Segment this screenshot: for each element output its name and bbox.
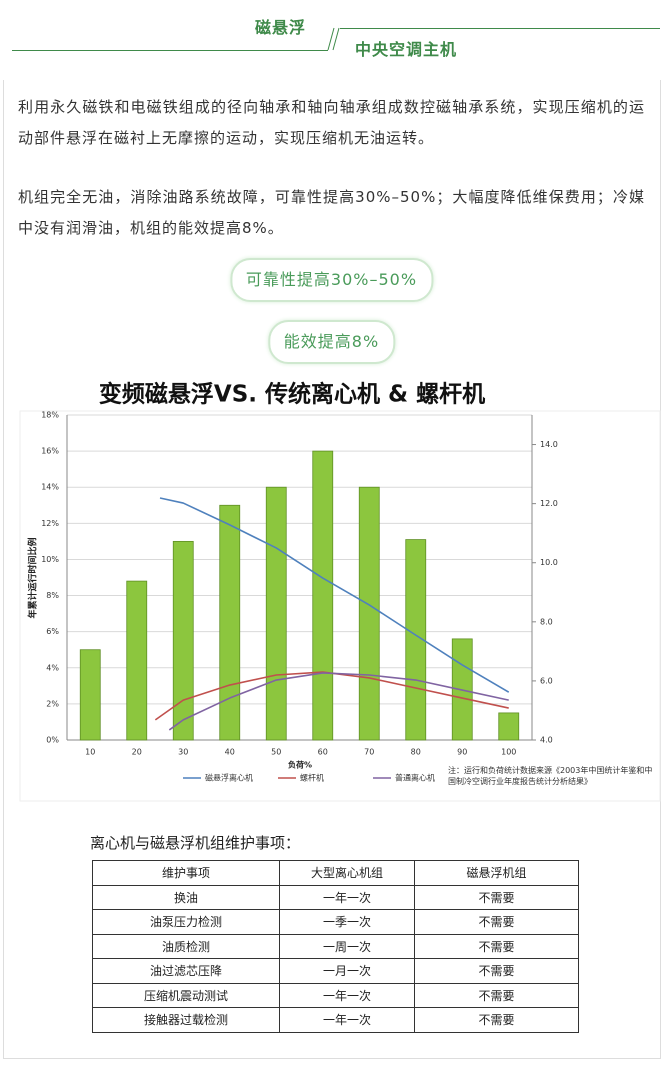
bar xyxy=(358,486,380,741)
header-cell: 大型离心机组 xyxy=(279,860,415,886)
table-cell: 压缩机震动测试 xyxy=(92,982,280,1008)
line xyxy=(168,672,509,731)
x-tick-label: 80 xyxy=(411,748,421,757)
table-cell: 一季一次 xyxy=(279,909,415,935)
table-cell: 不需要 xyxy=(414,982,579,1008)
bar xyxy=(126,580,148,741)
table-cell: 一年一次 xyxy=(279,884,415,910)
paragraph: 机组完全无油，消除油路系统故障，可靠性提高30%–50%；大幅度降低维保费用；冷… xyxy=(18,188,645,237)
table-row: 压缩机震动测试 一年一次 不需要 xyxy=(92,982,579,1008)
legend-label: 磁悬浮离心机 xyxy=(205,773,253,783)
x-tick-label: 100 xyxy=(501,748,516,757)
table-cell: 不需要 xyxy=(414,909,579,935)
bar xyxy=(498,712,520,741)
y2-tick-label: 10.0 xyxy=(540,558,558,567)
badge: 能效提高8% xyxy=(267,320,396,364)
table-cell: 接触器过载检测 xyxy=(92,1007,280,1033)
bar xyxy=(312,450,334,741)
table-cell: 一周一次 xyxy=(279,933,415,959)
rule xyxy=(12,50,328,51)
slash-marks xyxy=(327,27,340,51)
table-cell: 油过滤芯压降 xyxy=(92,958,280,984)
table-cell: 换油 xyxy=(92,884,280,910)
y-tick-label: 18% xyxy=(41,411,59,420)
chart-frame xyxy=(19,410,661,802)
paragraph: 利用永久磁铁和电磁铁组成的径向轴承和轴向轴承组成数控磁轴承系统，实现压缩机的运动… xyxy=(18,98,645,147)
table-title: 离心机与磁悬浮机组维护事项： xyxy=(90,834,301,852)
y-tick-label: 4% xyxy=(46,663,59,672)
tag-right: 中央空调主机 xyxy=(355,40,458,59)
rule xyxy=(340,28,660,29)
y-tick-label: 0% xyxy=(46,736,59,745)
legend-label: 螺杆机 xyxy=(300,773,324,783)
bar xyxy=(79,649,101,741)
y-tick-label: 8% xyxy=(46,591,59,600)
x-tick-label: 50 xyxy=(271,748,281,757)
table-cell: 不需要 xyxy=(414,1007,579,1033)
chart-title: 变频磁悬浮VS. 传统离心机 & 螺杆机 xyxy=(99,381,485,408)
x-tick-label: 10 xyxy=(85,748,95,757)
legend-label: 普通离心机 xyxy=(395,773,435,783)
y-tick-label: 10% xyxy=(41,555,59,564)
table-row: 油质检测 一周一次 不需要 xyxy=(92,933,579,959)
x-tick-label: 40 xyxy=(225,748,235,757)
y2-tick-label: 4.0 xyxy=(540,736,553,745)
badge: 可靠性提高30%–50% xyxy=(229,258,434,302)
y-tick-label: 16% xyxy=(41,447,59,456)
table-row: 油过滤芯压降 一月一次 不需要 xyxy=(92,958,579,984)
x-tick-label: 20 xyxy=(132,748,142,757)
line xyxy=(154,671,509,721)
x-tick-label: 70 xyxy=(364,748,374,757)
y2-tick-label: 6.0 xyxy=(540,676,553,685)
table-cell: 一年一次 xyxy=(279,982,415,1008)
y-axis-label: 年累计运行时间比例 xyxy=(27,537,39,618)
bar xyxy=(172,540,194,741)
y-tick-label: 6% xyxy=(46,627,59,636)
table-cell: 油泵压力检测 xyxy=(92,909,280,935)
y2-tick-label: 12.0 xyxy=(540,499,558,508)
y-tick-label: 2% xyxy=(46,699,59,708)
y-tick-label: 14% xyxy=(41,483,59,492)
table-header: 维护事项 大型离心机组 磁悬浮机组 xyxy=(92,860,579,886)
line xyxy=(159,497,510,693)
table-row: 油泵压力检测 一季一次 不需要 xyxy=(92,909,579,935)
table-row: 接触器过载检测 一年一次 不需要 xyxy=(92,1007,579,1033)
y2-tick-label: 14.0 xyxy=(540,440,558,449)
table-cell: 不需要 xyxy=(414,933,579,959)
x-tick-label: 60 xyxy=(318,748,328,757)
x-axis-label: 负荷% xyxy=(288,760,312,770)
header-cell: 维护事项 xyxy=(92,860,280,886)
x-tick-label: 90 xyxy=(457,748,467,757)
chart-note: 注：运行和负荷统计数据来源《2003年中国统计年鉴和中国制冷空调行业年度报告统计… xyxy=(448,766,653,786)
table-cell: 不需要 xyxy=(414,958,579,984)
y2-tick-label: 8.0 xyxy=(540,617,553,626)
table-cell: 一月一次 xyxy=(279,958,415,984)
chart: 变频磁悬浮VS. 传统离心机 & 螺杆机 年累计运行时间比例 负荷% 0% 2% 4… xyxy=(19,381,661,802)
table-cell: 一年一次 xyxy=(279,1007,415,1033)
bar xyxy=(219,504,241,741)
maintenance-table: 维护事项 大型离心机组 磁悬浮机组 换油 一年一次 不需要 油泵压力检测 一季一次 不需要… xyxy=(92,860,579,1033)
header-cell: 磁悬浮机组 xyxy=(414,860,579,886)
x-tick-label: 30 xyxy=(178,748,188,757)
table-cell: 不需要 xyxy=(414,884,579,910)
table-cell: 油质检测 xyxy=(92,933,280,959)
y-tick-label: 12% xyxy=(41,519,59,528)
tag-left: 磁悬浮 xyxy=(255,18,307,37)
bar xyxy=(265,486,287,741)
table-row: 换油 一年一次 不需要 xyxy=(92,884,579,910)
